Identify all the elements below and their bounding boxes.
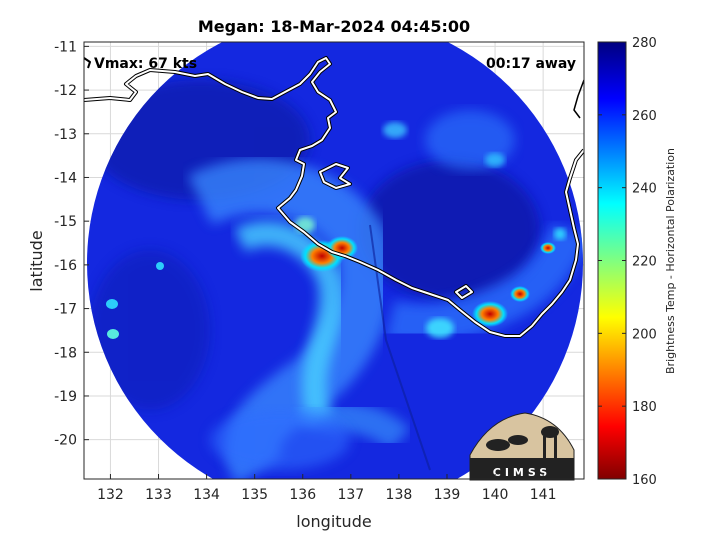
y-tick-label: -12 xyxy=(54,83,77,99)
x-tick-label: 133 xyxy=(145,487,172,503)
colorbar-tick-label: 280 xyxy=(632,36,657,51)
y-tick-label: -11 xyxy=(54,39,77,55)
x-tick-label: 132 xyxy=(97,487,124,503)
x-tick-label: 139 xyxy=(434,487,461,503)
y-tick-label: -14 xyxy=(54,170,77,186)
colorbar-tick-label: 180 xyxy=(632,400,657,415)
vmax-annotation: Vmax: 67 kts xyxy=(94,56,197,72)
time-offset-annotation: 00:17 away xyxy=(486,56,576,72)
y-axis-label: latitude xyxy=(27,230,46,291)
chart-title: Megan: 18-Mar-2024 04:45:00 xyxy=(198,17,470,36)
y-tick-label: -20 xyxy=(54,433,77,449)
y-axis-ticks: -11 -12 -13 -14 -15 -16 -17 -18 -19 -20 xyxy=(54,39,89,449)
y-tick-label: -17 xyxy=(54,302,77,318)
colorbar-ticks: 160 180 200 220 240 260 280 xyxy=(598,36,657,488)
colorbar-tick-label: 200 xyxy=(632,327,657,342)
y-tick-label: -13 xyxy=(54,127,77,143)
x-tick-label: 138 xyxy=(386,487,413,503)
y-tick-label: -15 xyxy=(54,214,77,230)
x-tick-label: 136 xyxy=(289,487,316,503)
x-tick-label: 134 xyxy=(193,487,220,503)
cimss-logo: CIMSS xyxy=(469,412,575,481)
y-tick-label: -16 xyxy=(54,258,77,274)
colorbar: 160 180 200 220 240 260 280 Brightness Temp - … xyxy=(597,36,677,488)
y-tick-label: -18 xyxy=(54,345,77,361)
x-tick-label: 140 xyxy=(482,487,509,503)
colorbar-tick-label: 260 xyxy=(632,109,657,124)
colorbar-tick-label: 160 xyxy=(632,473,657,488)
colorbar-tick-label: 220 xyxy=(632,255,657,270)
x-tick-label: 141 xyxy=(530,487,557,503)
x-axis-ticks: 132 133 134 135 136 137 138 139 140 141 xyxy=(97,474,557,503)
coastline xyxy=(84,56,584,338)
colorbar-gradient xyxy=(597,41,627,480)
x-tick-label: 137 xyxy=(337,487,364,503)
logo-text: CIMSS xyxy=(493,466,551,479)
brightness-temp-swath xyxy=(87,42,583,479)
colorbar-tick-label: 240 xyxy=(632,182,657,197)
x-axis-label: longitude xyxy=(296,512,371,531)
y-tick-label: -19 xyxy=(54,389,77,405)
colorbar-label: Brightness Temp - Horizontal Polarizatio… xyxy=(664,148,677,374)
axes-frame xyxy=(83,41,585,480)
x-tick-label: 135 xyxy=(241,487,268,503)
